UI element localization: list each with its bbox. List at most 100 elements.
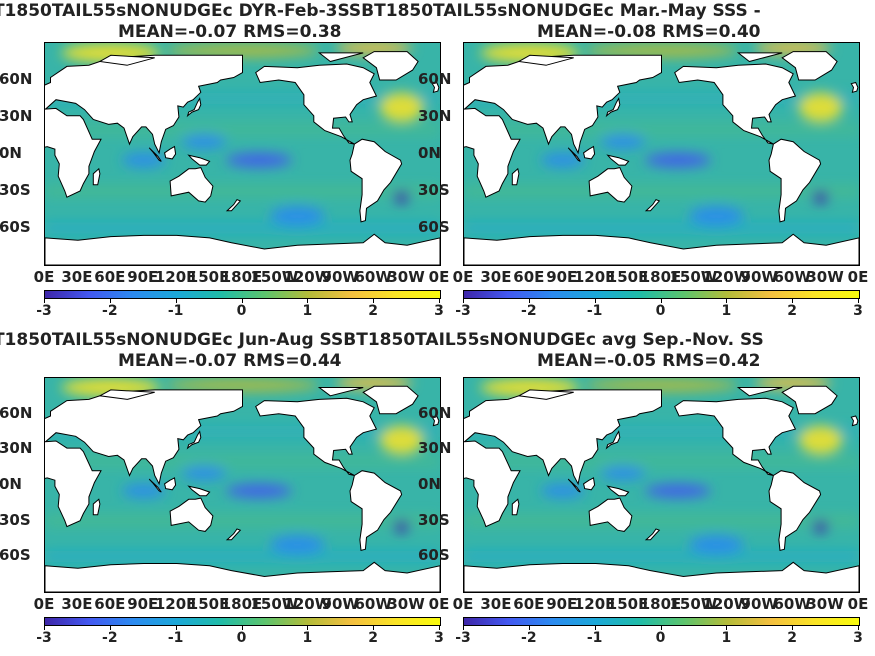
x-tick-label: 30W — [806, 595, 844, 613]
colorbar-tick — [44, 299, 45, 303]
anomaly-band — [464, 123, 859, 136]
x-tick-label: 150E — [187, 268, 230, 286]
landmass — [186, 97, 202, 118]
landmass — [768, 138, 822, 223]
colorbar-tick-label: -2 — [521, 303, 537, 319]
landmass — [45, 233, 440, 265]
landmass — [736, 387, 783, 397]
x-tick-label: 60E — [513, 268, 545, 286]
x-tick-label: 60W — [354, 595, 392, 613]
colorbar-tick — [175, 299, 177, 303]
land-masses — [45, 51, 440, 265]
landmass — [362, 385, 419, 415]
anomaly-blob — [540, 483, 585, 499]
colorbar-tick-label: 0 — [655, 303, 666, 319]
landmass — [164, 477, 177, 491]
y-tick-label: 30S — [0, 181, 31, 199]
colorbar-tick-label: -3 — [455, 630, 471, 646]
landmass — [517, 389, 574, 400]
y-tick-label: 30N — [0, 439, 33, 458]
anomaly-blob — [182, 134, 227, 150]
colorbar-tick — [439, 626, 440, 630]
colorbar-tick-label: 1 — [302, 303, 313, 319]
x-tick-label: 30E — [480, 268, 512, 286]
colorbar-tick-label: -1 — [167, 630, 184, 646]
map-plot-area — [463, 42, 860, 266]
colorbar-tick-label: 0 — [655, 630, 666, 646]
colorbar-tick — [594, 299, 596, 303]
anomaly-blob — [226, 152, 292, 168]
x-tick-label: 0E — [452, 595, 474, 613]
colorbar-tick — [109, 626, 111, 630]
x-tick-label: 90W — [740, 268, 778, 286]
colorbar-tick — [373, 299, 375, 303]
anomaly-blob — [688, 205, 744, 226]
colorbar-tick-label: 2 — [787, 630, 798, 646]
y-tick-label: 60N — [418, 70, 452, 88]
title-left-bottom-stats: MEAN=-0.07 RMS=0.44 — [118, 351, 342, 371]
landmass — [255, 63, 378, 145]
landmass — [45, 107, 102, 198]
anomaly-band — [464, 514, 859, 527]
x-tick-label: 120W — [283, 268, 332, 286]
x-tick-label: 150W — [669, 595, 718, 613]
y-tick-label: 60S — [0, 218, 31, 236]
x-tick-label: 180E — [220, 595, 263, 613]
anomaly-band — [45, 185, 440, 197]
x-tick-label: 0E — [847, 268, 869, 286]
landmass — [511, 167, 520, 186]
colorbar-tick — [307, 299, 309, 303]
x-tick-label: 90W — [321, 268, 359, 286]
colorbar-tick — [175, 626, 177, 630]
land-masses — [45, 385, 440, 592]
landmass — [781, 51, 838, 81]
x-tick-label: 120E — [573, 268, 616, 286]
x-tick-label: 60E — [94, 595, 126, 613]
y-tick-label: 0N — [0, 144, 22, 162]
landmass — [605, 430, 621, 450]
x-tick-label: 60E — [94, 268, 126, 286]
colorbar-tick-label: -1 — [586, 303, 603, 319]
anomaly-blob — [811, 191, 830, 204]
y-tick-label: 0N — [418, 475, 441, 493]
x-tick-label: 30E — [480, 595, 512, 613]
anomaly-blob — [798, 92, 843, 122]
colorbar-tick — [307, 626, 309, 630]
landmass — [431, 415, 440, 427]
landmass — [317, 387, 364, 397]
landmass — [349, 138, 403, 223]
x-tick-label: 0E — [33, 595, 55, 613]
anomaly-blob — [269, 205, 325, 226]
colorbar-tick-label: 3 — [434, 630, 444, 646]
landmass — [464, 561, 859, 592]
colorbar — [44, 290, 441, 299]
anomaly-blob — [601, 134, 646, 150]
landmass — [169, 497, 214, 532]
x-tick-label: 30W — [387, 268, 425, 286]
landmass — [606, 154, 630, 166]
colorbar-tick-label: 0 — [236, 630, 247, 646]
land-masses — [464, 51, 859, 265]
anomaly-map — [45, 43, 440, 265]
y-tick-label: 30S — [0, 510, 31, 529]
anomaly-map — [45, 378, 440, 592]
x-tick-label: 30W — [387, 595, 425, 613]
anomaly-blob — [121, 152, 166, 168]
landmass — [464, 54, 662, 155]
colorbar-tick — [660, 299, 662, 303]
anomaly-blob — [688, 534, 744, 554]
landmass — [644, 198, 661, 212]
landmass — [567, 478, 581, 493]
x-tick-label: 120W — [283, 595, 332, 613]
title-line-bottom: BT1850TAIL55sNONUDGEc Jun-Aug SSBT1850TA… — [0, 330, 764, 350]
landmass — [164, 145, 177, 160]
landmass — [186, 430, 202, 450]
landmass — [583, 477, 596, 491]
landmass — [148, 147, 162, 162]
y-tick-label: 60N — [0, 70, 33, 88]
y-tick-label: 0N — [418, 144, 441, 162]
x-tick-label: 180E — [639, 595, 682, 613]
x-tick-label: 180E — [639, 268, 682, 286]
landmass — [464, 107, 521, 198]
landmass — [511, 498, 520, 516]
